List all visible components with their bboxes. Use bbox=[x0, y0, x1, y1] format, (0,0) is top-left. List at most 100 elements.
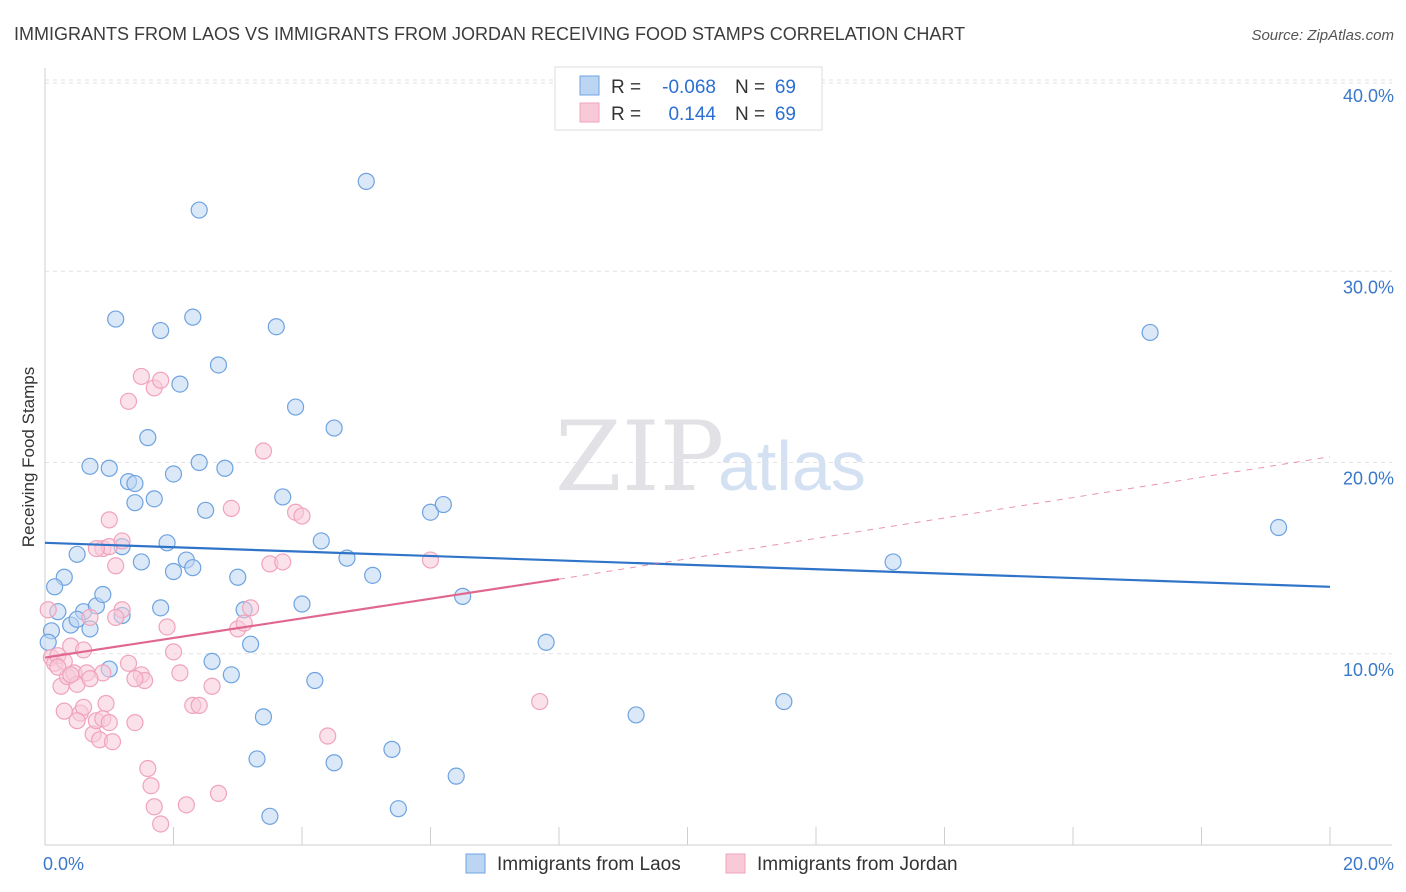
y-axis-label: Receiving Food Stamps bbox=[19, 367, 38, 547]
laos-point-62 bbox=[1269, 518, 1288, 537]
laos-point-59 bbox=[775, 692, 793, 711]
laos-point-63 bbox=[261, 807, 279, 825]
jordan-point-63 bbox=[107, 608, 125, 627]
laos-point-32 bbox=[216, 459, 234, 477]
jordan-point-45 bbox=[222, 499, 240, 517]
legend-swatch-laos bbox=[579, 75, 600, 96]
jordan-point-36 bbox=[132, 367, 150, 386]
laos-point-65 bbox=[39, 633, 57, 651]
laos-point-34 bbox=[203, 652, 221, 671]
laos-point-21 bbox=[152, 321, 170, 340]
trend-line-jordan bbox=[44, 578, 560, 659]
jordan-point-64 bbox=[126, 670, 144, 688]
laos-point-46 bbox=[325, 419, 343, 437]
chart-title: IMMIGRANTS FROM LAOS VS IMMIGRANTS FROM … bbox=[14, 24, 965, 44]
watermark: ZIP atlas bbox=[555, 401, 866, 513]
laos-point-37 bbox=[242, 635, 260, 653]
y-tick-label-3: 40.0% bbox=[1343, 86, 1394, 106]
axes bbox=[44, 68, 1392, 846]
watermark-atlas: atlas bbox=[718, 427, 866, 505]
laos-point-4 bbox=[68, 545, 86, 563]
jordan-point-19 bbox=[100, 713, 118, 732]
laos-point-47 bbox=[325, 754, 343, 772]
chart-source: Source: ZipAtlas.com bbox=[1251, 27, 1394, 44]
laos-point-43 bbox=[293, 595, 311, 613]
laos-point-38 bbox=[254, 708, 273, 726]
laos-point-29 bbox=[197, 501, 215, 519]
jordan-point-29 bbox=[139, 759, 157, 778]
x-tick-label-0: 0.0% bbox=[43, 854, 84, 874]
trend-line-jordan-extension bbox=[558, 456, 1331, 580]
laos-point-40 bbox=[267, 318, 285, 336]
jordan-point-34 bbox=[164, 643, 183, 661]
jordan-point-13 bbox=[81, 608, 99, 627]
legend-n-value-laos: 69 bbox=[775, 77, 796, 98]
legend-r-label-laos: R = bbox=[611, 77, 641, 98]
laos-point-44 bbox=[306, 671, 324, 690]
series-legend-swatch-laos bbox=[465, 853, 486, 874]
laos-point-61 bbox=[1141, 323, 1159, 342]
laos-point-45 bbox=[312, 532, 330, 550]
laos-point-10 bbox=[100, 459, 118, 477]
stats-legend: R = -0.068 N = 69 R = 0.144 N = 69 bbox=[554, 66, 823, 131]
jordan-point-18 bbox=[97, 694, 115, 713]
laos-point-60 bbox=[884, 553, 902, 571]
gridlines bbox=[45, 79, 1392, 655]
laos-point-30 bbox=[190, 201, 208, 219]
jordan-point-26 bbox=[126, 713, 144, 732]
legend-r-value-jordan: 0.144 bbox=[668, 104, 716, 125]
jordan-point-40 bbox=[177, 796, 195, 814]
x-tick-label-1: 20.0% bbox=[1343, 854, 1394, 874]
laos-point-22 bbox=[158, 534, 176, 552]
jordan-point-38 bbox=[152, 371, 170, 389]
jordan-point-51 bbox=[274, 553, 292, 571]
laos-point-9 bbox=[81, 457, 99, 475]
y-tick-label-1: 20.0% bbox=[1343, 469, 1394, 489]
laos-point-31 bbox=[209, 356, 228, 374]
laos-point-58 bbox=[627, 706, 645, 724]
laos-point-42 bbox=[286, 398, 305, 416]
jordan-point-33 bbox=[158, 618, 176, 636]
jordan-point-39 bbox=[119, 392, 138, 410]
y-tick-label-0: 10.0% bbox=[1343, 660, 1394, 680]
jordan-point-53 bbox=[293, 507, 311, 525]
laos-point-39 bbox=[248, 750, 266, 768]
laos-point-49 bbox=[357, 172, 375, 190]
legend-n-label-laos: N = bbox=[735, 77, 765, 98]
y-tick-label-2: 30.0% bbox=[1343, 277, 1394, 297]
legend-swatch-jordan bbox=[579, 102, 600, 123]
laos-point-64 bbox=[46, 578, 64, 596]
laos-point-16 bbox=[126, 494, 144, 512]
jordan-point-56 bbox=[531, 692, 549, 711]
laos-point-53 bbox=[421, 503, 440, 521]
jordan-point-54 bbox=[319, 727, 337, 745]
jordan-point-58 bbox=[87, 539, 106, 558]
jordan-point-31 bbox=[145, 798, 163, 816]
laos-point-27 bbox=[190, 453, 208, 472]
laos-point-54 bbox=[434, 495, 452, 514]
laos-point-57 bbox=[537, 633, 555, 651]
series-legend: Immigrants from Laos Immigrants from Jor… bbox=[465, 853, 958, 875]
jordan-point-0 bbox=[39, 601, 57, 619]
jordan-point-68 bbox=[62, 666, 80, 684]
laos-point-15 bbox=[126, 474, 144, 493]
series-legend-label-laos: Immigrants from Laos bbox=[497, 854, 681, 875]
laos-point-8 bbox=[94, 585, 112, 604]
laos-point-35 bbox=[229, 568, 247, 586]
jordan-point-48 bbox=[242, 599, 260, 617]
jordan-point-42 bbox=[190, 696, 208, 714]
laos-point-11 bbox=[107, 310, 125, 328]
laos-point-17 bbox=[132, 553, 150, 571]
laos-point-68 bbox=[164, 562, 183, 581]
jordan-point-20 bbox=[103, 733, 122, 751]
series-legend-label-jordan: Immigrants from Jordan bbox=[757, 854, 958, 875]
jordan-point-30 bbox=[142, 777, 160, 795]
jordan-point-22 bbox=[100, 511, 118, 529]
laos-point-26 bbox=[184, 308, 202, 326]
legend-r-label-jordan: R = bbox=[611, 104, 641, 125]
laos-point-55 bbox=[447, 767, 465, 785]
laos-point-28 bbox=[184, 559, 202, 577]
laos-point-56 bbox=[454, 587, 472, 605]
laos-point-41 bbox=[274, 488, 292, 506]
